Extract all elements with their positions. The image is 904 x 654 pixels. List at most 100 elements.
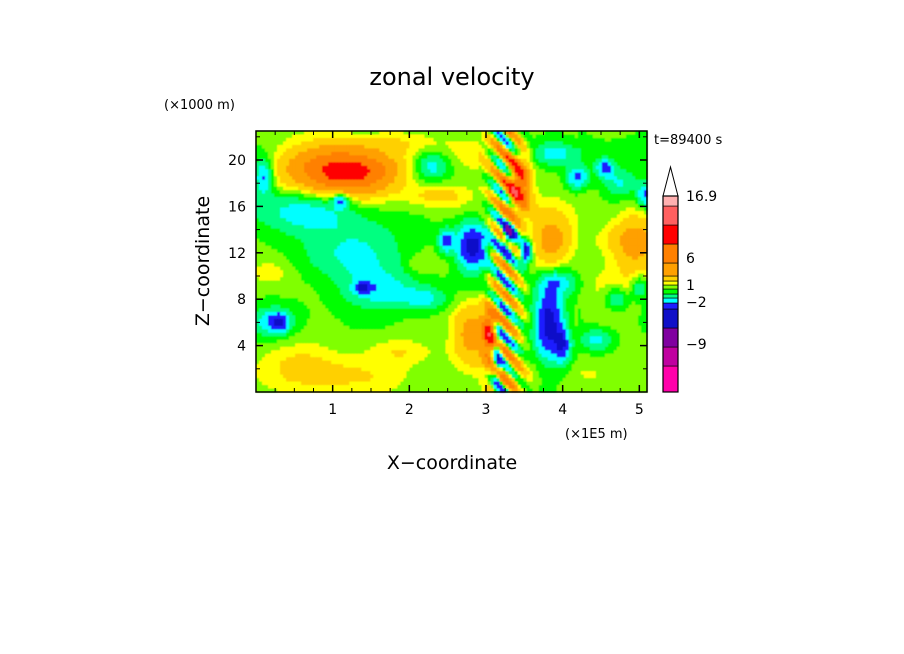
field-cell [595, 193, 600, 198]
field-cell [421, 231, 426, 236]
field-cell [349, 144, 353, 149]
field-cell [319, 228, 323, 233]
field-cell [373, 221, 377, 226]
field-cell [571, 249, 576, 254]
field-cell [496, 165, 501, 170]
field-cell [385, 144, 389, 149]
field-cell [385, 231, 389, 236]
field-cell [442, 193, 447, 198]
field-cell [574, 172, 579, 177]
field-cell [538, 221, 543, 226]
field-cell [268, 197, 272, 202]
field-cell [460, 186, 465, 191]
field-cell [631, 134, 636, 139]
field-cell [541, 193, 546, 198]
field-cell [337, 218, 341, 223]
field-cell [352, 214, 356, 219]
field-cell [637, 151, 642, 156]
field-cell [283, 151, 287, 156]
field-cell [523, 137, 528, 143]
field-cell [340, 151, 344, 156]
field-cell [631, 231, 636, 236]
field-cell [424, 252, 429, 257]
field-cell [286, 218, 290, 223]
field-cell [481, 155, 486, 160]
field-cell [418, 151, 423, 156]
field-cell [325, 193, 329, 198]
field-cell [340, 221, 344, 226]
field-cell [496, 221, 501, 226]
field-cell [499, 221, 504, 226]
field-cell [448, 165, 453, 170]
field-cell [463, 183, 468, 188]
field-cell [469, 137, 474, 143]
field-cell [556, 228, 561, 233]
field-cell [427, 214, 432, 219]
field-cell [391, 231, 395, 236]
field-cell [334, 235, 338, 240]
field-cell [364, 176, 368, 181]
field-cell [316, 228, 320, 233]
field-cell [403, 169, 407, 174]
field-cell [367, 169, 371, 174]
field-cell [403, 131, 407, 136]
field-cell [394, 256, 398, 261]
field-cell [418, 179, 423, 184]
field-cell [448, 134, 453, 139]
field-cell [460, 252, 465, 257]
field-cell [469, 158, 474, 163]
field-cell [382, 231, 386, 236]
field-cell [364, 186, 368, 191]
field-cell [619, 214, 624, 219]
field-cell [607, 137, 612, 143]
field-cell [643, 197, 648, 202]
field-cell [631, 169, 636, 174]
field-cell [613, 155, 618, 160]
field-cell [466, 197, 471, 202]
field-cell [259, 197, 263, 202]
field-cell [325, 169, 329, 174]
field-cell [595, 200, 600, 205]
field-cell [319, 256, 323, 261]
field-cell [451, 235, 456, 240]
field-cell [610, 134, 615, 139]
field-cell [274, 238, 278, 243]
field-cell [406, 235, 410, 240]
field-cell [526, 200, 531, 205]
field-cell [337, 231, 341, 236]
field-cell [577, 256, 582, 261]
field-cell [277, 242, 281, 247]
field-cell [547, 238, 552, 243]
field-cell [625, 155, 630, 160]
field-cell [478, 218, 483, 223]
field-cell [415, 214, 420, 219]
field-cell [454, 228, 459, 233]
field-cell [397, 151, 401, 156]
field-cell [346, 134, 350, 139]
field-cell [367, 242, 371, 247]
field-cell [403, 235, 407, 240]
field-cell [616, 214, 621, 219]
field-cell [547, 249, 552, 254]
field-cell [472, 256, 477, 261]
field-cell [595, 242, 600, 247]
field-cell [478, 179, 483, 184]
field-cell [304, 169, 308, 174]
field-cell [385, 242, 389, 247]
field-cell [370, 144, 374, 149]
field-cell [541, 155, 546, 160]
field-cell [604, 245, 609, 250]
field-cell [346, 183, 350, 188]
field-cell [553, 204, 558, 209]
field-cell [340, 165, 344, 170]
field-cell [286, 179, 290, 184]
field-cell [262, 224, 266, 230]
field-cell [274, 158, 278, 163]
field-cell [628, 231, 633, 236]
field-cell [292, 238, 296, 243]
field-cell [589, 151, 594, 156]
field-cell [274, 211, 278, 216]
field-cell [280, 245, 284, 250]
field-cell [580, 131, 585, 136]
field-cell [466, 235, 471, 240]
